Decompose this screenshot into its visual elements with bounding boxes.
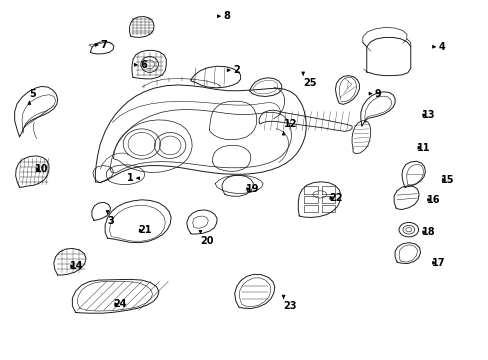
Text: 22: 22 xyxy=(328,193,342,203)
Text: 2: 2 xyxy=(232,65,239,75)
Text: 14: 14 xyxy=(69,261,83,271)
Text: 8: 8 xyxy=(223,11,229,21)
Text: 1: 1 xyxy=(127,173,134,183)
Text: 16: 16 xyxy=(426,195,439,205)
Text: 15: 15 xyxy=(440,175,454,185)
Text: 19: 19 xyxy=(245,184,259,194)
Text: 23: 23 xyxy=(283,301,297,311)
Text: 21: 21 xyxy=(138,225,151,235)
Text: 13: 13 xyxy=(421,110,434,120)
Text: 12: 12 xyxy=(283,119,297,129)
Text: 7: 7 xyxy=(101,40,107,50)
Text: 5: 5 xyxy=(29,89,36,99)
Text: 10: 10 xyxy=(35,164,49,174)
Text: 25: 25 xyxy=(303,78,316,88)
Text: 24: 24 xyxy=(113,299,127,309)
Text: 20: 20 xyxy=(200,236,214,246)
Text: 17: 17 xyxy=(430,258,444,268)
Text: 18: 18 xyxy=(421,227,434,237)
Text: 11: 11 xyxy=(416,143,429,153)
Text: 6: 6 xyxy=(140,60,146,70)
Text: 4: 4 xyxy=(437,42,444,52)
Text: 3: 3 xyxy=(107,216,114,226)
Text: 9: 9 xyxy=(374,89,381,99)
